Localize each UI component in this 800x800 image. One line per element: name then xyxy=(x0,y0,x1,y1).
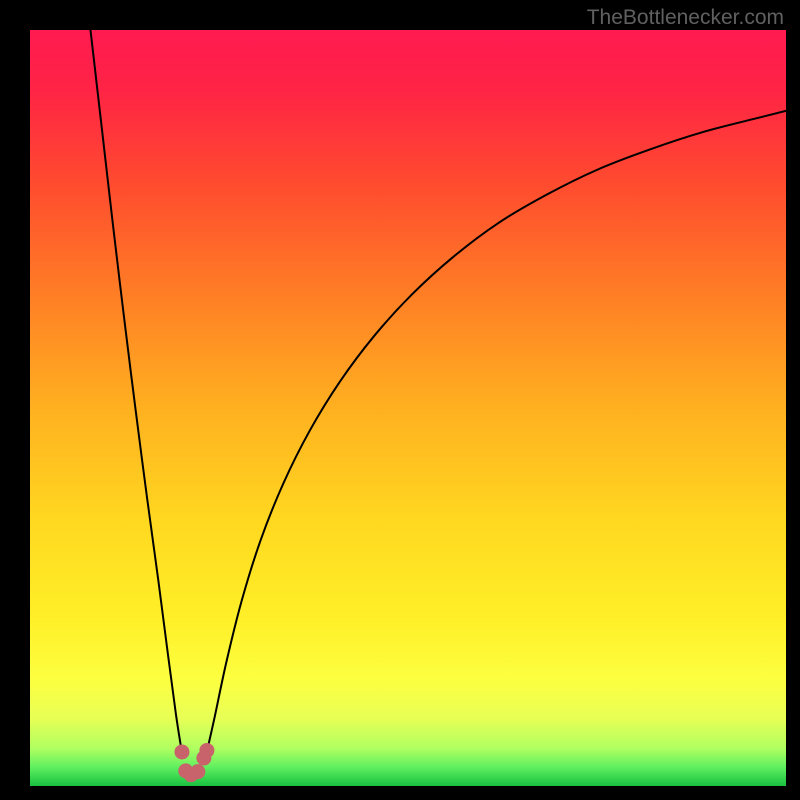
marker-dot xyxy=(200,743,214,757)
chart-container: TheBottlenecker.com xyxy=(0,0,800,800)
gradient-background xyxy=(30,30,786,786)
plot-area xyxy=(30,30,786,786)
marker-dot xyxy=(175,745,189,759)
plot-svg xyxy=(30,30,786,786)
marker-dot xyxy=(191,765,205,779)
watermark-label: TheBottlenecker.com xyxy=(587,6,784,30)
